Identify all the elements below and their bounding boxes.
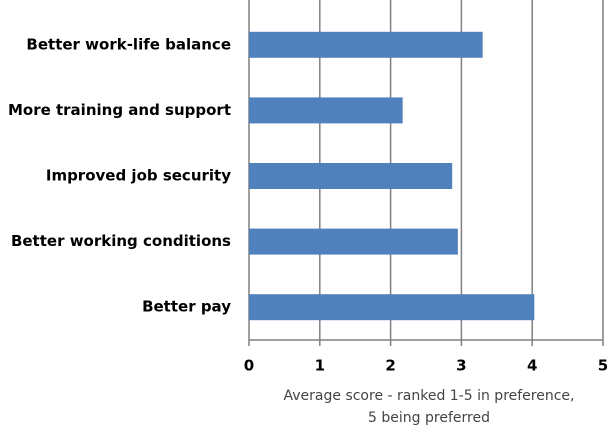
y-tick-label: Better working conditions <box>11 232 231 250</box>
y-tick-label: Improved job security <box>46 167 231 185</box>
bar <box>249 163 453 189</box>
bar <box>249 31 483 58</box>
x-tick-label: 0 <box>244 357 254 375</box>
y-tick-label: Better pay <box>142 298 231 316</box>
x-tick-label: 3 <box>456 357 466 375</box>
x-tick-label: 4 <box>527 357 537 375</box>
bar <box>249 228 458 255</box>
x-tick-label: 2 <box>385 357 395 375</box>
x-tick-label: 5 <box>598 357 607 375</box>
bar <box>249 97 403 124</box>
y-tick-label: More training and support <box>8 101 231 119</box>
x-axis-label: 5 being preferred <box>368 410 490 426</box>
x-tick-label: 1 <box>315 357 325 375</box>
x-axis-label: Average score - ranked 1-5 in preference… <box>284 388 575 404</box>
bar <box>249 294 535 321</box>
y-tick-label: Better work-life balance <box>26 35 231 53</box>
